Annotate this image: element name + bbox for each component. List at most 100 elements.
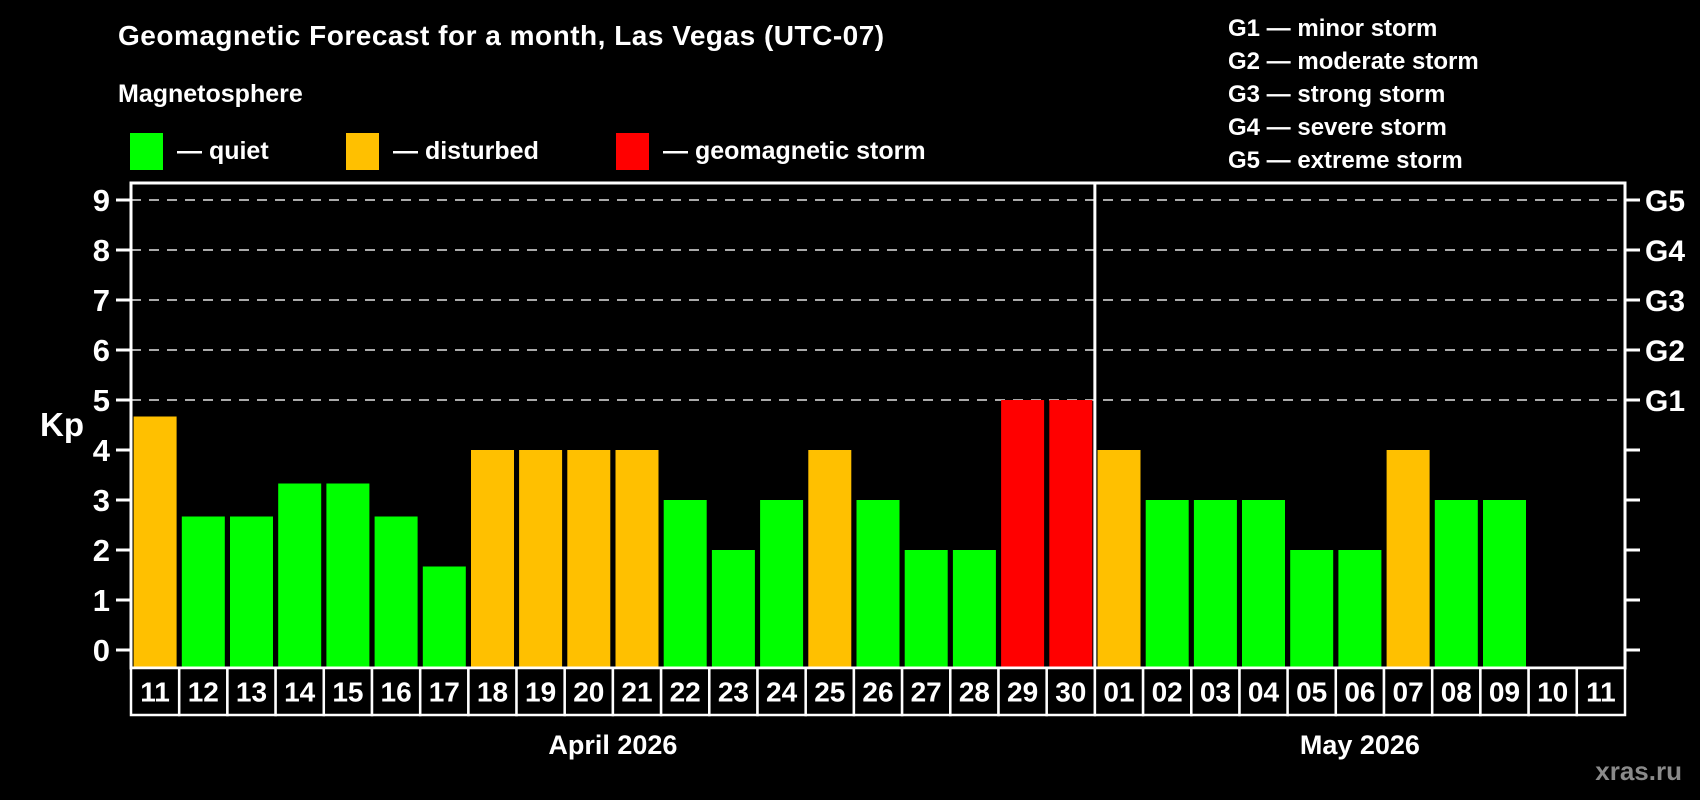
day-box-20: [563, 666, 615, 717]
day-box-19: [515, 666, 566, 717]
day-box-12: [177, 666, 229, 717]
g3-legend-line: G3 — strong storm: [1228, 81, 1446, 108]
day-box-25: [804, 666, 856, 717]
day-box-06: [1334, 666, 1386, 717]
bar-day-05: [1290, 550, 1334, 668]
disturbed-color-swatch: [346, 132, 379, 170]
legend-item-quiet: — quiet: [130, 132, 269, 170]
bar-day-21: [615, 450, 659, 668]
g-tick-label-G4: G4: [1645, 235, 1685, 268]
quiet-label: — quiet: [177, 136, 269, 165]
bar-day-20: [567, 450, 611, 668]
day-box-24: [756, 666, 807, 717]
y-tick-label-3: 3: [93, 483, 110, 518]
day-label-13: 13: [236, 677, 267, 708]
bar-day-13: [230, 516, 273, 668]
bar-day-07: [1386, 450, 1430, 668]
day-box-29: [997, 666, 1048, 717]
day-label-21: 21: [621, 677, 652, 708]
g5-legend-line: G5 — extreme storm: [1228, 147, 1463, 174]
day-label-02: 02: [1152, 677, 1183, 708]
bar-day-06: [1338, 550, 1382, 668]
bar-day-25: [808, 450, 852, 668]
day-box-08: [1430, 666, 1482, 717]
bar-day-12: [181, 516, 225, 668]
bar-day-09: [1483, 500, 1526, 668]
g-tick-label-G1: G1: [1645, 385, 1685, 418]
bar-day-11: [133, 416, 177, 668]
day-label-30: 30: [1055, 677, 1086, 708]
y-tick-label-1: 1: [93, 583, 110, 618]
chart-title: Geomagnetic Forecast for a month, Las Ve…: [118, 20, 885, 51]
day-label-22: 22: [670, 677, 701, 708]
day-box-05: [1286, 666, 1338, 717]
day-label-14: 14: [284, 677, 316, 708]
bar-day-01: [1097, 450, 1141, 668]
bar-day-30: [1049, 400, 1093, 668]
day-label-15: 15: [332, 677, 363, 708]
bar-day-22: [663, 500, 707, 668]
day-box-22: [659, 666, 711, 717]
bar-day-24: [760, 500, 804, 668]
day-label-11: 11: [1586, 677, 1616, 708]
day-label-05: 05: [1296, 677, 1327, 708]
y-tick-label-7: 7: [93, 283, 110, 318]
y-tick-label-9: 9: [93, 183, 110, 218]
storm-color-swatch: [616, 132, 649, 170]
g-tick-label-G2: G2: [1645, 335, 1685, 368]
y-tick-label-8: 8: [93, 233, 110, 268]
day-box-17: [418, 666, 470, 717]
g1-legend-line: G1 — minor storm: [1228, 15, 1438, 42]
y-tick-label-5: 5: [93, 383, 110, 418]
bar-day-02: [1145, 500, 1189, 668]
bar-day-16: [374, 516, 418, 668]
g-scale-legend: G1 — minor storm G2 — moderate storm G3 …: [1228, 12, 1479, 177]
day-label-25: 25: [814, 677, 845, 708]
g4-legend-line: G4 — severe storm: [1228, 114, 1447, 141]
day-box-01: [1093, 666, 1145, 717]
bar-day-04: [1242, 500, 1285, 668]
g2-legend-line: G2 — moderate storm: [1228, 48, 1479, 75]
bar-day-26: [856, 500, 900, 668]
bar-day-14: [278, 483, 322, 668]
bar-day-28: [952, 550, 996, 668]
day-box-11: [1575, 666, 1627, 717]
storm-label: — geomagnetic storm: [663, 136, 926, 165]
day-label-17: 17: [429, 677, 460, 708]
day-label-16: 16: [381, 677, 412, 708]
day-box-21: [611, 666, 663, 717]
day-label-08: 08: [1441, 677, 1472, 708]
day-label-26: 26: [862, 677, 893, 708]
bar-day-19: [519, 450, 563, 668]
y-tick-label-2: 2: [93, 533, 110, 568]
day-label-11: 11: [140, 677, 170, 708]
day-label-04: 04: [1248, 677, 1280, 708]
magnetosphere-label: Magnetosphere: [118, 80, 303, 108]
month-label: May 2026: [1300, 730, 1420, 760]
day-label-23: 23: [718, 677, 749, 708]
day-label-01: 01: [1103, 677, 1134, 708]
watermark: xras.ru: [1595, 756, 1682, 786]
legend-item-disturbed: — disturbed: [346, 132, 539, 170]
day-label-20: 20: [573, 677, 604, 708]
day-label-09: 09: [1489, 677, 1520, 708]
day-box-26: [852, 666, 904, 717]
day-label-03: 03: [1200, 677, 1231, 708]
bar-day-23: [711, 550, 755, 668]
legend-item-storm: — geomagnetic storm: [616, 132, 926, 170]
g-tick-label-G3: G3: [1645, 285, 1685, 318]
y-tick-label-0: 0: [93, 633, 110, 668]
y-tick-label-4: 4: [93, 433, 111, 468]
day-label-06: 06: [1344, 677, 1375, 708]
y-tick-label-6: 6: [93, 333, 110, 368]
day-label-18: 18: [477, 677, 508, 708]
day-box-30: [1045, 666, 1097, 717]
bar-day-15: [326, 483, 370, 668]
day-label-10: 10: [1537, 677, 1568, 708]
day-box-13: [226, 666, 277, 717]
y-axis-label: Kp: [40, 406, 84, 443]
day-label-07: 07: [1393, 677, 1424, 708]
day-label-12: 12: [188, 677, 219, 708]
quiet-color-swatch: [130, 132, 163, 170]
